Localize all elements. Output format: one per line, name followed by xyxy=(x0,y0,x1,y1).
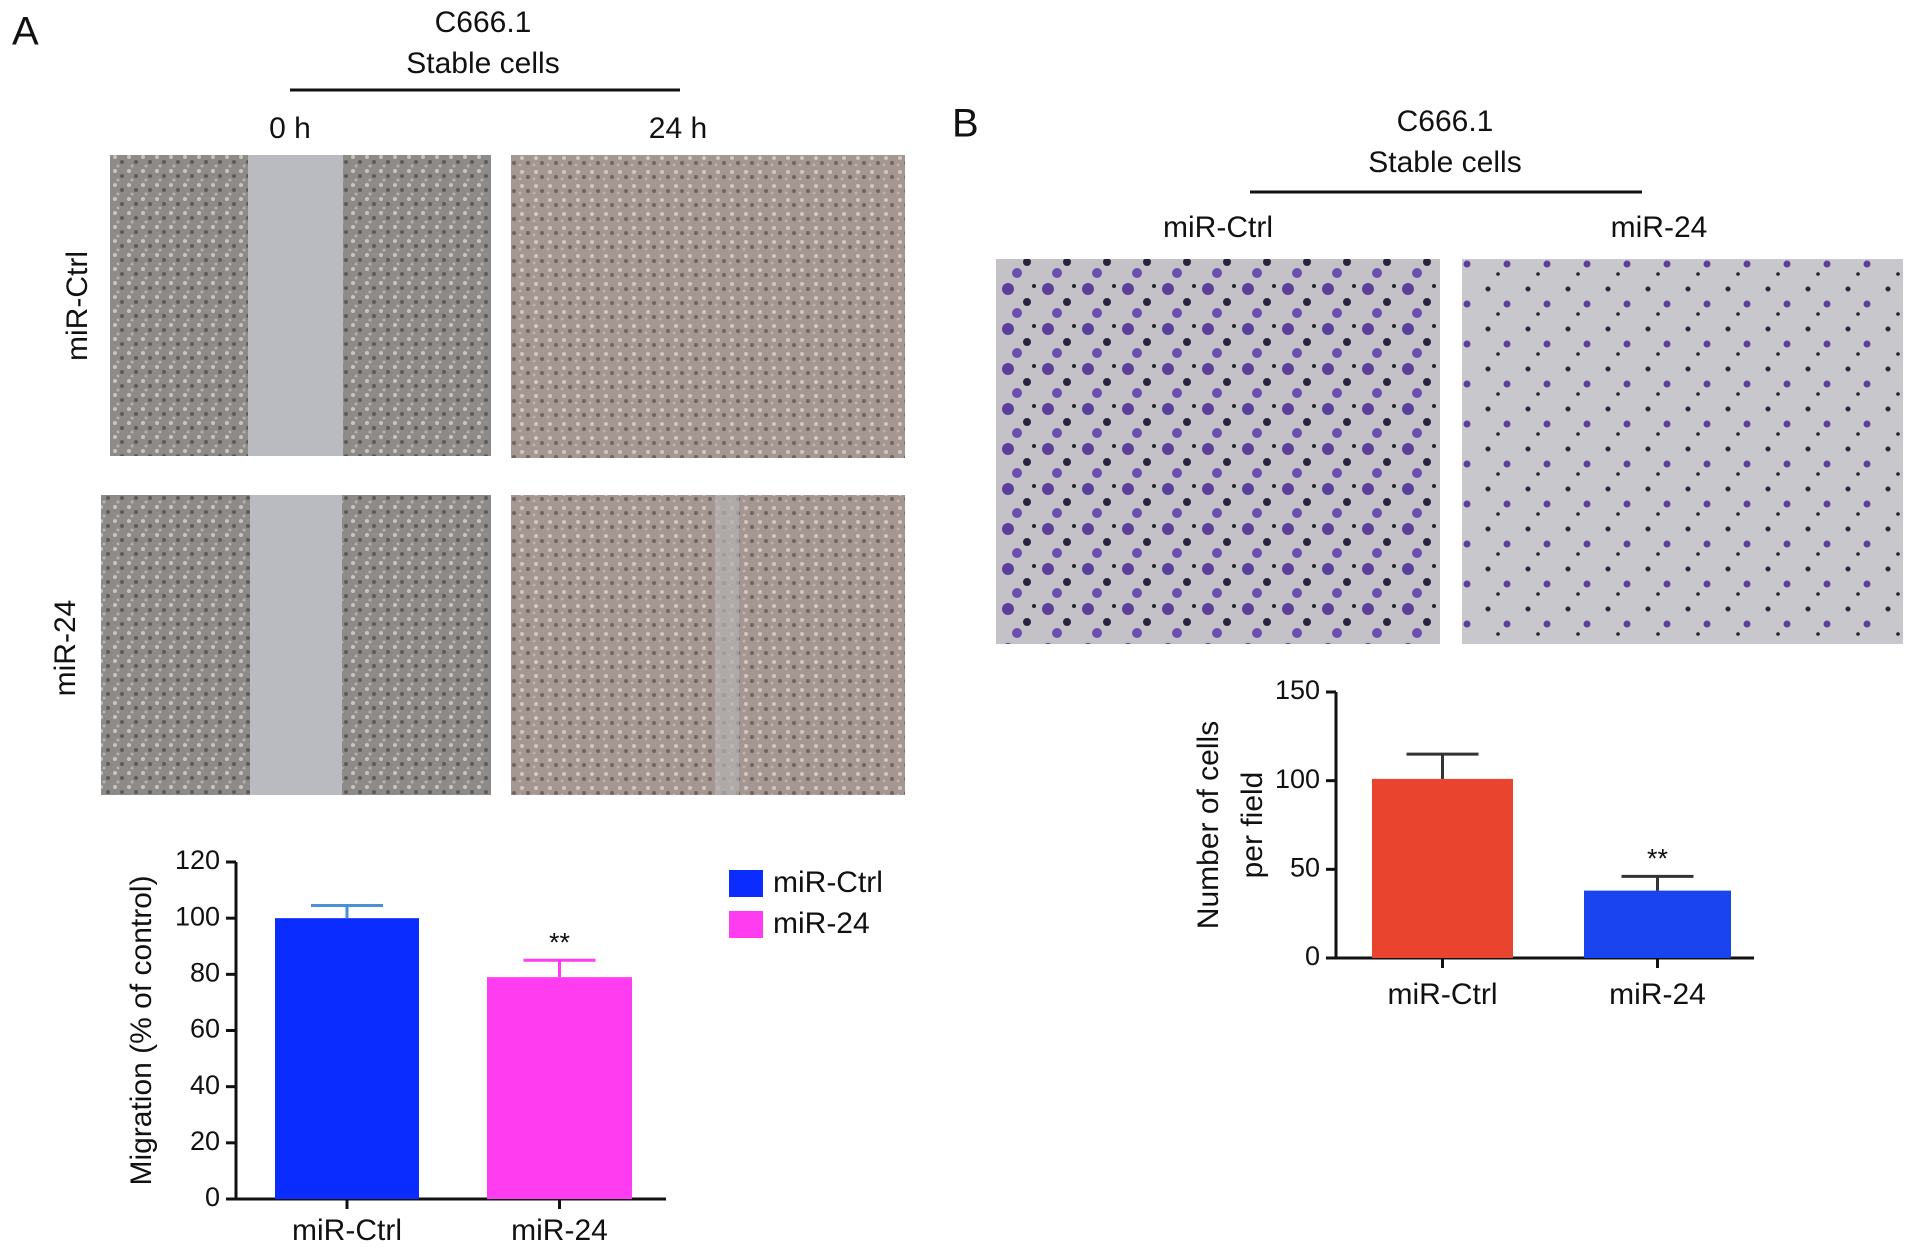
row-label: miR-24 xyxy=(49,600,82,697)
x-tick-label: miR-Ctrl xyxy=(292,1214,402,1247)
scratch-gap xyxy=(248,155,343,456)
subtitle: Stable cells xyxy=(1368,146,1521,179)
y-axis-label: per field xyxy=(1236,772,1269,879)
y-tick-label: 20 xyxy=(190,1126,220,1156)
significance: ** xyxy=(1647,844,1669,874)
y-tick-label: 100 xyxy=(175,901,220,931)
y-tick-label: 80 xyxy=(190,957,220,987)
panel-label: B xyxy=(952,102,979,146)
column-label: 24 h xyxy=(649,112,707,145)
y-axis-label: Migration (% of control) xyxy=(125,875,158,1185)
x-tick-label: miR-Ctrl xyxy=(1388,978,1498,1011)
legend-label: miR-24 xyxy=(773,907,870,940)
error-bar xyxy=(1621,874,1694,891)
y-tick-label: 40 xyxy=(190,1070,220,1100)
cell-line: C666.1 xyxy=(435,6,532,39)
y-tick-label: 120 xyxy=(175,845,220,875)
y-tick-label: 0 xyxy=(205,1182,220,1212)
legend-swatch xyxy=(729,911,763,938)
x-tick-label: miR-24 xyxy=(1609,978,1706,1011)
scratch-images xyxy=(101,155,905,795)
error-bar xyxy=(1406,752,1479,779)
y-tick-label: 0 xyxy=(1305,941,1320,971)
error-bar xyxy=(311,904,383,919)
column-label: miR-Ctrl xyxy=(1163,211,1273,244)
column-label: 0 h xyxy=(269,112,311,145)
scratch-gap xyxy=(250,495,342,795)
y-tick-label: 50 xyxy=(1290,852,1320,882)
y-tick-label: 100 xyxy=(1275,764,1320,794)
legend-swatch xyxy=(729,870,763,897)
legend-label: miR-Ctrl xyxy=(773,866,883,899)
transwell-images xyxy=(996,259,1903,644)
column-label: miR-24 xyxy=(1611,211,1708,244)
significance: ** xyxy=(549,927,571,957)
bar xyxy=(487,977,632,1199)
error-bar xyxy=(523,958,596,978)
y-axis-label: Number of cells xyxy=(1192,721,1225,929)
panel-label: A xyxy=(12,10,39,54)
bar xyxy=(1372,778,1513,958)
image xyxy=(1462,259,1903,644)
bar xyxy=(1584,890,1731,958)
cell-line: C666.1 xyxy=(1397,105,1494,138)
scratch-gap xyxy=(715,495,739,795)
image xyxy=(511,495,905,795)
y-tick-label: 60 xyxy=(190,1014,220,1044)
y-tick-label: 150 xyxy=(1275,675,1320,705)
x-tick-label: miR-24 xyxy=(511,1214,608,1247)
image xyxy=(996,259,1440,644)
row-label: miR-Ctrl xyxy=(61,251,94,361)
bar xyxy=(275,918,419,1199)
image xyxy=(511,155,905,458)
subtitle: Stable cells xyxy=(406,47,559,80)
